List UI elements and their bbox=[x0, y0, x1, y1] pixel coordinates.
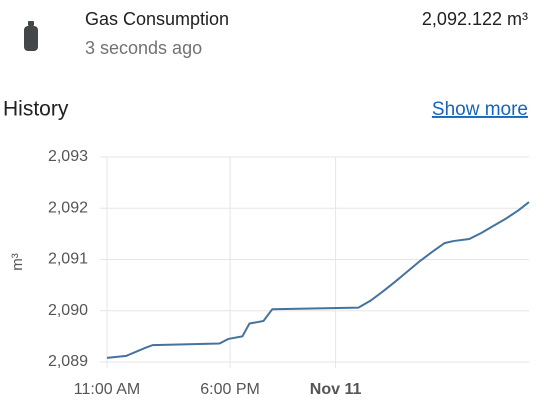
x-tick-label: Nov 11 bbox=[310, 381, 362, 398]
x-tick-label: 6:00 PM bbox=[200, 381, 260, 398]
series-line bbox=[106, 201, 530, 359]
x-tick-label: 11:00 AM bbox=[74, 381, 140, 398]
y-tick-label: 2,093 bbox=[48, 148, 88, 165]
entity-state: 2,092.122 m³ bbox=[422, 9, 528, 29]
y-tick-label: 2,089 bbox=[48, 353, 88, 370]
y-tick-label: 2,090 bbox=[48, 302, 88, 319]
history-title: History bbox=[3, 98, 69, 121]
y-tick-label: 2,092 bbox=[48, 199, 88, 216]
last-changed: 3 seconds ago bbox=[85, 38, 202, 58]
y-axis-title: m³ bbox=[9, 253, 26, 271]
entity-name: Gas Consumption bbox=[85, 9, 229, 29]
gas-icon bbox=[24, 21, 38, 51]
y-tick-label: 2,091 bbox=[48, 251, 88, 268]
show-more-link[interactable]: Show more bbox=[432, 99, 528, 120]
